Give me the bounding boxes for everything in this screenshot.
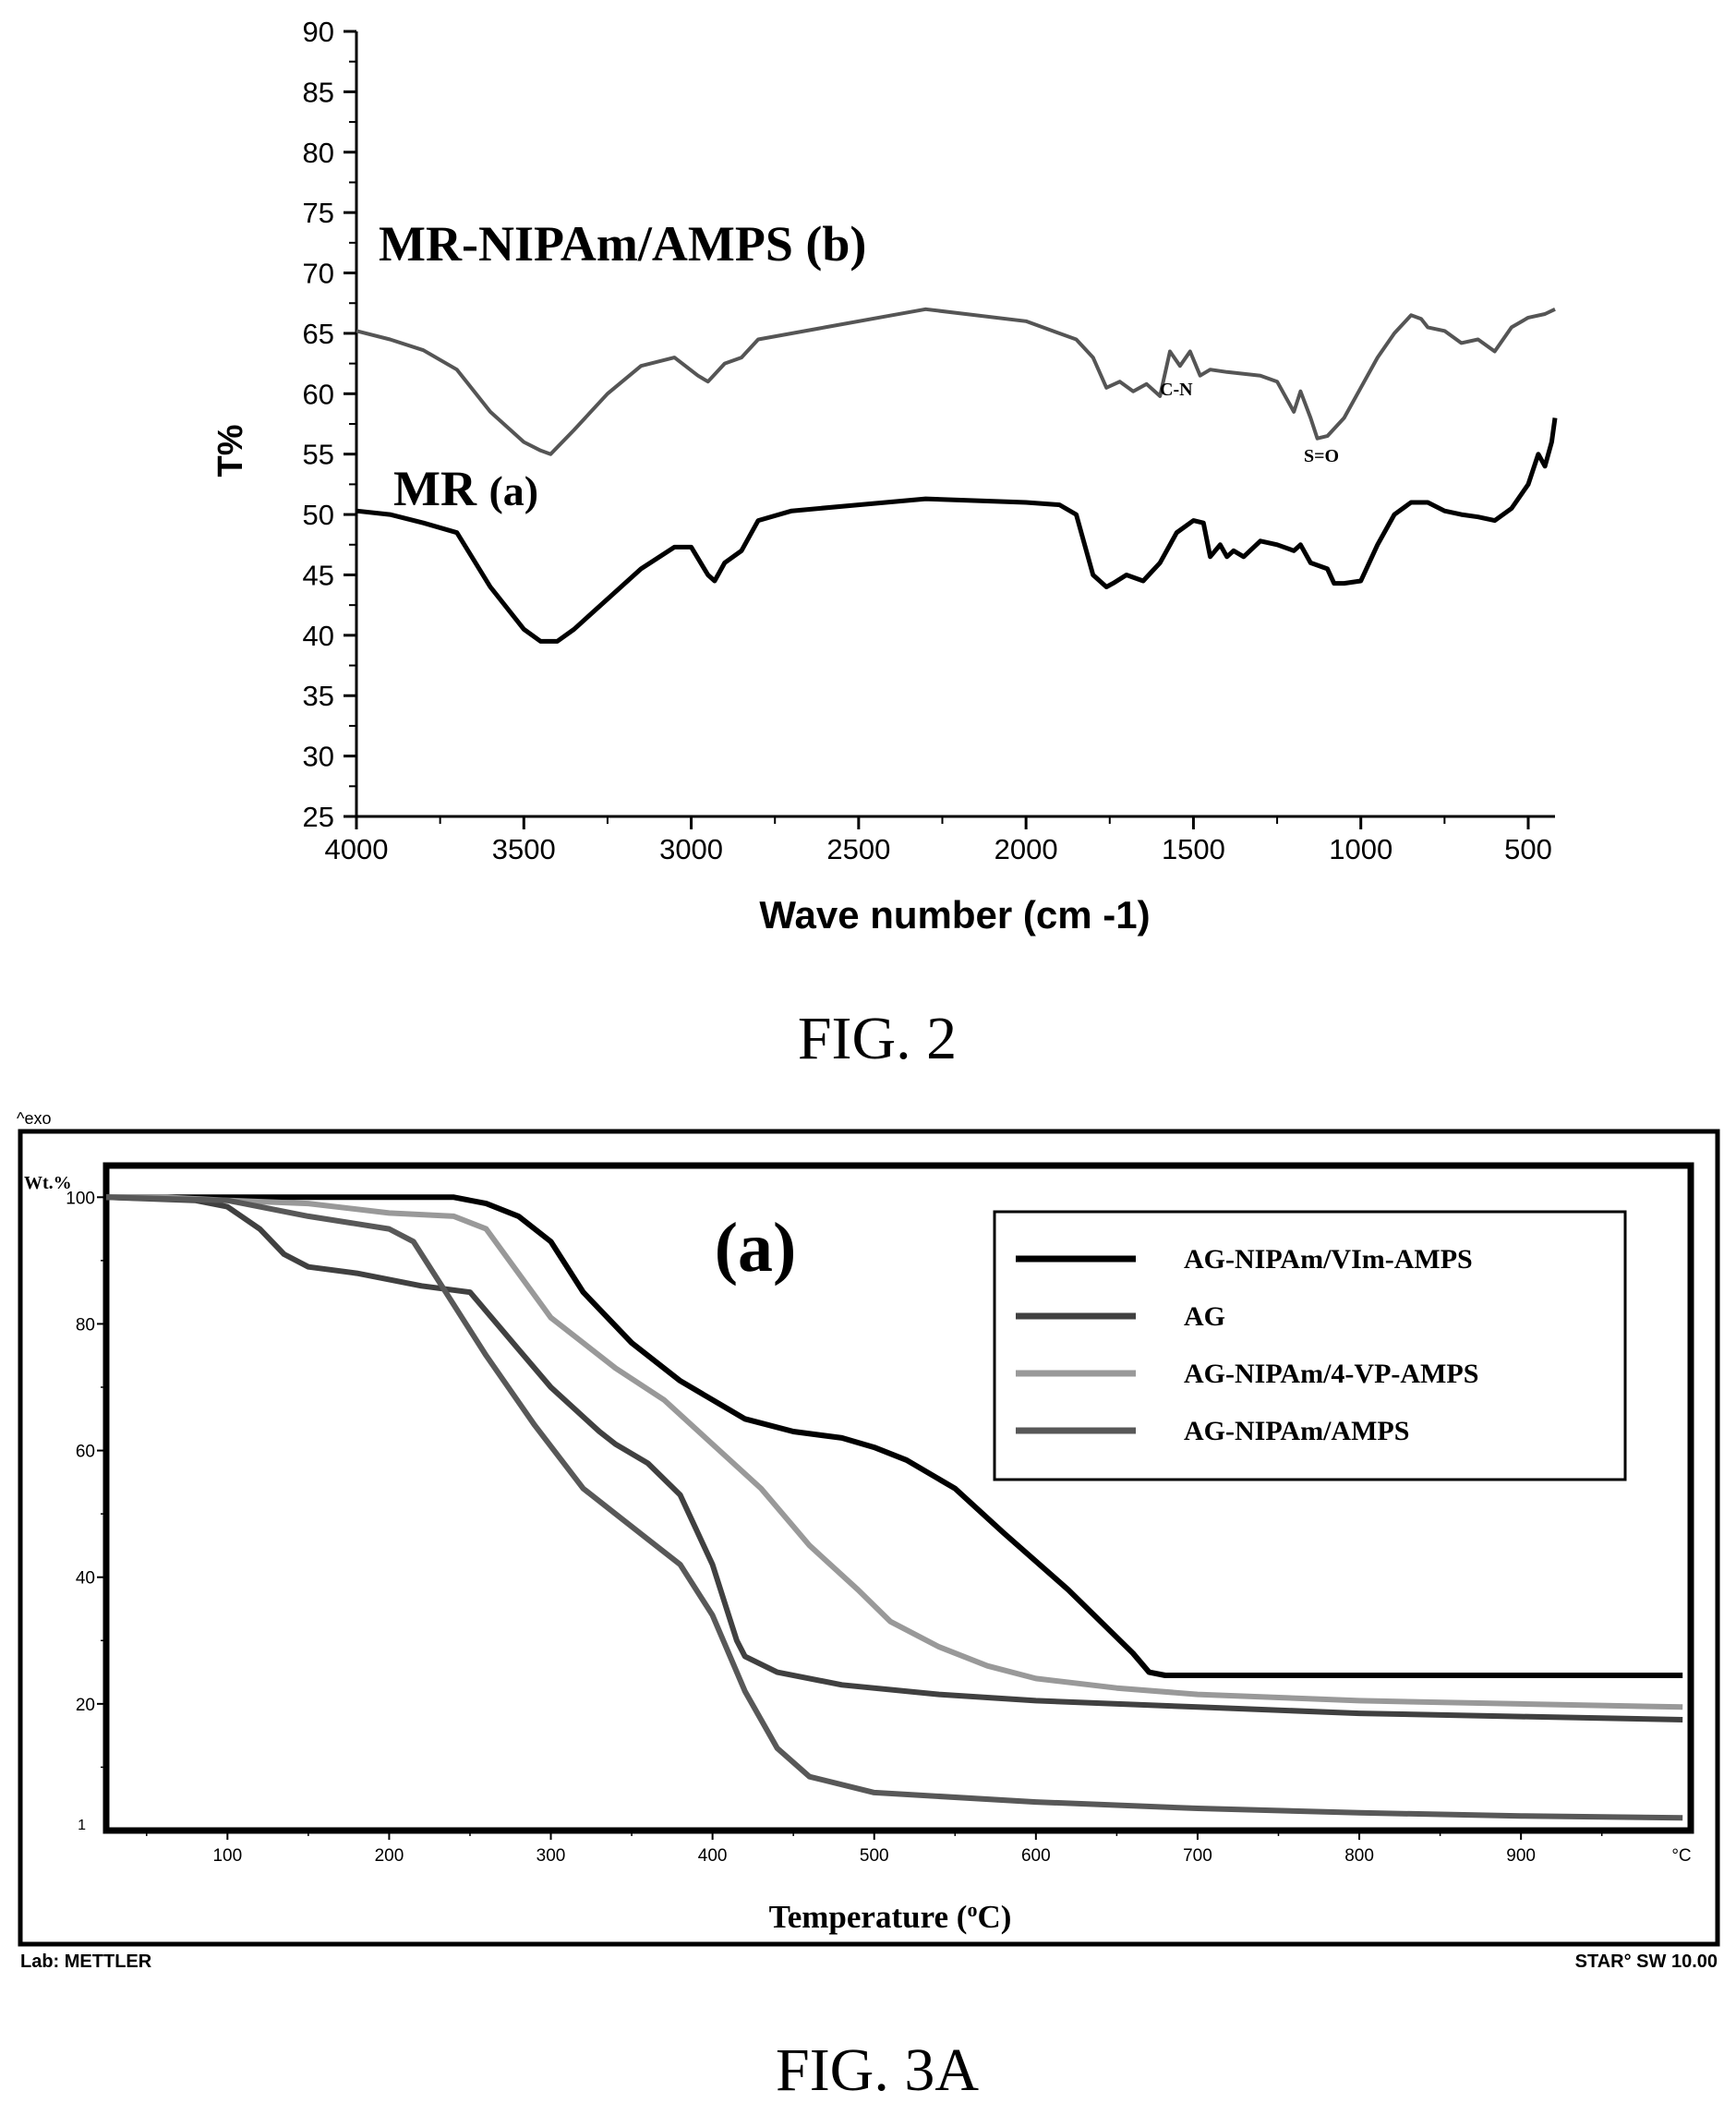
- fig3a-y-tick-label: 40: [76, 1569, 95, 1589]
- fig3a-x-unit-label: °C: [1671, 1846, 1691, 1866]
- fig3a-y-tick-label: 80: [76, 1315, 95, 1335]
- fig2-x-tick-label: 500: [1504, 833, 1552, 865]
- fig2-y-tick-label: 40: [303, 620, 334, 652]
- fig2-x-ticks: 4000 3500 3000 2500 2000 1500 1000 500: [325, 816, 1552, 865]
- fig2-y-tick-label: 70: [303, 258, 334, 290]
- fig2-y-tick-label: 55: [303, 439, 334, 471]
- fig3a-y-tick-label: 100: [66, 1189, 95, 1208]
- fig3a-x-tick-label: 600: [1021, 1846, 1051, 1866]
- fig2-y-axis-label: T%: [211, 425, 250, 477]
- fig3a-x-tick-label: 300: [536, 1846, 566, 1866]
- fig3a-x-ticks: 100 200 300 400 500 600 700 800 900 °C: [146, 1831, 1692, 1866]
- fig2-y-tick-label: 85: [303, 76, 334, 108]
- fig2-y-tick-label: 45: [303, 559, 334, 591]
- fig2-x-tick-label: 3000: [659, 833, 723, 865]
- fig2-y-tick-label: 80: [303, 137, 334, 169]
- fig3a-outer-frame: [18, 1129, 1720, 1947]
- fig3a-x-tick-label: 900: [1506, 1846, 1536, 1866]
- fig2-x-axis-label: Wave number (cm -1): [759, 893, 1150, 937]
- fig3a-series-line-ag-nipam-4-vp-amps: [106, 1194, 1683, 1710]
- fig3a-series-line-ag: [105, 1194, 1683, 1722]
- fig3a-x-axis-label: Temperature (oC): [769, 1898, 1012, 1935]
- fig2-y-tick-label: 90: [303, 16, 334, 48]
- fig2-y-tick-label: 50: [303, 499, 334, 531]
- fig3a-y-tick-label: 20: [76, 1696, 95, 1715]
- fig3a-y-bottom-tick-label: 1: [78, 1818, 86, 1833]
- fig3a-legend-label: AG-NIPAm/AMPS: [1184, 1416, 1409, 1446]
- fig2-series-line-mr: [356, 417, 1558, 644]
- fig2-y-tick-label: 30: [303, 741, 334, 773]
- fig3a-y-ticks: 100 80 60 40 20 1: [66, 1189, 106, 1833]
- fig3a-x-tick-label: 500: [860, 1846, 889, 1866]
- fig2-series-a-label: MR (a): [393, 461, 538, 516]
- fig2-x-tick-label: 2000: [995, 833, 1058, 865]
- fig2-x-tick-label: 1500: [1162, 833, 1225, 865]
- fig2-axes: [355, 31, 1555, 818]
- fig3a-series-line-ag-nipam-amps: [105, 1194, 1683, 1821]
- fig3a-tga-chart: ^exo Wt.% 100 80 60 40 20 1 100 200 300 400 500 60…: [17, 1109, 1720, 2104]
- fig3a-caption: FIG. 3A: [776, 2036, 979, 2104]
- fig2-y-tick-label: 60: [303, 378, 334, 410]
- fig2-series: [356, 307, 1558, 644]
- fig2-series-b-label: MR-NIPAm/AMPS (b): [379, 216, 866, 272]
- fig3a-exo-label: ^exo: [17, 1109, 51, 1128]
- fig2-y-tick-label: 25: [303, 801, 334, 833]
- fig3a-x-tick-label: 400: [698, 1846, 728, 1866]
- fig3a-software-label: STAR° SW 10.00: [1575, 1952, 1718, 1972]
- fig2-series-line-mr-nipam-amps: [356, 307, 1556, 456]
- fig2-x-tick-label: 2500: [826, 833, 890, 865]
- fig3a-y-axis-label: Wt.%: [24, 1173, 72, 1193]
- fig2-ir-spectrum-chart: 25 30 35 40 45 50 55 60 65 70 75 80 85 90 4000 3500 300…: [211, 16, 1558, 1072]
- fig2-y-tick-label: 35: [303, 680, 334, 712]
- fig3a-series-line-ag-nipam-vim-amps: [106, 1194, 1683, 1678]
- fig3a-series: [105, 1194, 1683, 1821]
- fig3a-legend-label: AG-NIPAm/4-VP-AMPS: [1184, 1359, 1478, 1389]
- fig3a-y-tick-label: 60: [76, 1443, 95, 1462]
- fig3a-legend-label: AG-NIPAm/VIm-AMPS: [1184, 1244, 1473, 1275]
- fig3a-legend: AG-NIPAm/VIm-AMPS AG AG-NIPAm/4-VP-AMPS AG-…: [993, 1210, 1627, 1481]
- fig2-y-ticks: 25 30 35 40 45 50 55 60 65 70 75 80 85 90: [303, 16, 356, 833]
- fig3a-plot-frame: [102, 1162, 1694, 1834]
- fig3a-x-tick-label: 100: [212, 1846, 242, 1866]
- fig2-caption: FIG. 2: [798, 1005, 957, 1072]
- fig2-x-tick-label: 3500: [492, 833, 556, 865]
- fig3a-x-tick-label: 200: [375, 1846, 404, 1866]
- fig3a-x-tick-label: 800: [1344, 1846, 1374, 1866]
- fig2-x-tick-label: 1000: [1329, 833, 1392, 865]
- fig3a-panel-label: (a): [715, 1209, 797, 1287]
- fig3a-legend-label: AG: [1184, 1301, 1225, 1332]
- fig2-x-tick-label: 4000: [325, 833, 389, 865]
- fig3a-x-tick-label: 700: [1183, 1846, 1212, 1866]
- fig2-y-tick-label: 65: [303, 318, 334, 350]
- fig2-annotation-s-o: S=O: [1304, 446, 1339, 466]
- fig2-y-tick-label: 75: [303, 197, 334, 229]
- fig3a-lab-label: Lab: METTLER: [20, 1952, 152, 1972]
- fig2-annotation-c-n: C-N: [1160, 380, 1193, 400]
